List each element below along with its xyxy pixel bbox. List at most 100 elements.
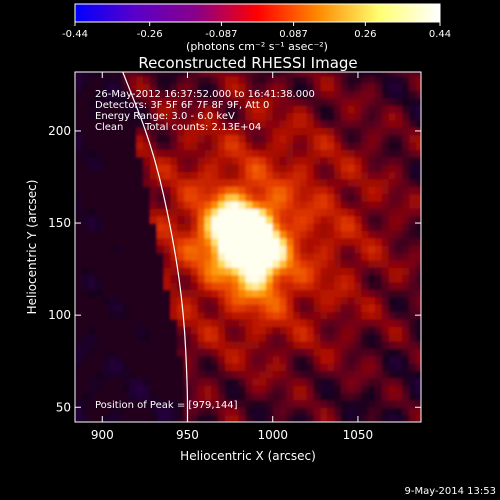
heatmap-cell (129, 385, 137, 394)
heatmap-cell (320, 134, 328, 143)
heatmap-cell (347, 171, 356, 180)
heatmap-cell (88, 178, 97, 187)
heatmap-cell (354, 289, 362, 298)
heatmap-cell (177, 348, 185, 357)
heatmap-cell (102, 245, 110, 254)
heatmap-cell (402, 149, 410, 158)
heatmap-cell (115, 355, 124, 364)
heatmap-cell (354, 134, 362, 143)
heatmap-cell (306, 230, 315, 239)
heatmap-cell (368, 296, 376, 305)
heatmap-cell (211, 149, 219, 158)
heatmap-cell (184, 112, 192, 121)
heatmap-cell (361, 142, 369, 150)
heatmap-cell (265, 407, 274, 416)
heatmap-cell (197, 252, 206, 261)
heatmap-cell (415, 230, 421, 239)
heatmap-cell (334, 399, 342, 408)
heatmap-cell (88, 200, 97, 209)
heatmap-cell (197, 399, 206, 408)
heatmap-cell (81, 289, 90, 298)
heatmap-cell (88, 340, 97, 349)
heatmap-cell (170, 370, 178, 379)
heatmap-cell (279, 392, 287, 401)
heatmap-cell (354, 318, 362, 327)
heatmap-cell (170, 326, 178, 335)
heatmap-cell (279, 377, 287, 386)
heatmap-cell (340, 200, 349, 209)
heatmap-cell (156, 385, 165, 394)
heatmap-cell (354, 304, 362, 313)
heatmap-cell (231, 289, 240, 298)
heatmap-cell (211, 318, 219, 327)
heatmap-cell (259, 193, 267, 202)
heatmap-cell (81, 385, 90, 394)
heatmap-cell (163, 348, 172, 357)
heatmap-cell (299, 355, 308, 364)
heatmap-cell (347, 414, 356, 422)
heatmap-cell (415, 296, 421, 305)
heatmap-cell (265, 259, 274, 268)
heatmap-cell (265, 252, 274, 261)
heatmap-cell (224, 171, 233, 180)
heatmap-cell (95, 274, 103, 283)
heatmap-cell (129, 149, 137, 158)
heatmap-cell (109, 282, 117, 290)
heatmap-cell (136, 348, 144, 357)
heatmap-cell (327, 414, 335, 422)
heatmap-cell (279, 363, 287, 372)
heatmap-cell (163, 149, 172, 158)
heatmap-cell (395, 326, 403, 335)
heatmap-cell (170, 355, 178, 364)
heatmap-cell (374, 186, 383, 195)
heatmap-cell (156, 340, 165, 349)
heatmap-cell (177, 245, 185, 254)
heatmap-cell (231, 193, 240, 202)
heatmap-cell (211, 223, 219, 232)
heatmap-cell (190, 407, 199, 416)
heatmap-cell (279, 223, 287, 232)
heatmap-cell (327, 252, 335, 261)
heatmap-cell (115, 363, 124, 372)
heatmap-cell (163, 385, 172, 394)
heatmap-cell (163, 370, 172, 379)
heatmap-cell (334, 105, 342, 114)
heatmap-cell (136, 171, 144, 180)
heatmap-cell (388, 340, 397, 349)
heatmap-cell (245, 171, 253, 180)
heatmap-cell (293, 230, 301, 239)
heatmap-cell (293, 200, 301, 209)
heatmap-cell (75, 72, 83, 77)
heatmap-cell (102, 259, 110, 268)
heatmap-cell (136, 377, 144, 386)
heatmap-cell (231, 259, 240, 268)
heatmap-cell (252, 282, 260, 290)
heatmap-cell (81, 200, 90, 209)
heatmap-cell (218, 90, 226, 99)
heatmap-cell (381, 208, 390, 217)
heatmap-cell (177, 370, 185, 379)
heatmap-cell (259, 90, 267, 99)
heatmap-cell (238, 304, 247, 313)
heatmap-cell (224, 304, 233, 313)
heatmap-cell (143, 377, 151, 386)
heatmap-cell (327, 407, 335, 416)
heatmap-cell (163, 414, 172, 422)
heatmap-cell (388, 200, 397, 209)
heatmap-cell (293, 348, 301, 357)
heatmap-cell (88, 164, 97, 173)
heatmap-cell (293, 289, 301, 298)
heatmap-cell (245, 296, 253, 305)
heatmap-cell (224, 340, 233, 349)
heatmap-cell (259, 333, 267, 342)
heatmap-cell (129, 326, 137, 335)
heatmap-cell (354, 83, 362, 92)
heatmap-cell (395, 200, 403, 209)
heatmap-cell (88, 223, 97, 232)
heatmap-cell (286, 407, 294, 416)
heatmap-cell (170, 348, 178, 357)
heatmap-cell (293, 215, 301, 224)
heatmap-cell (354, 340, 362, 349)
heatmap-cell (402, 164, 410, 173)
heatmap-cell (129, 311, 137, 320)
